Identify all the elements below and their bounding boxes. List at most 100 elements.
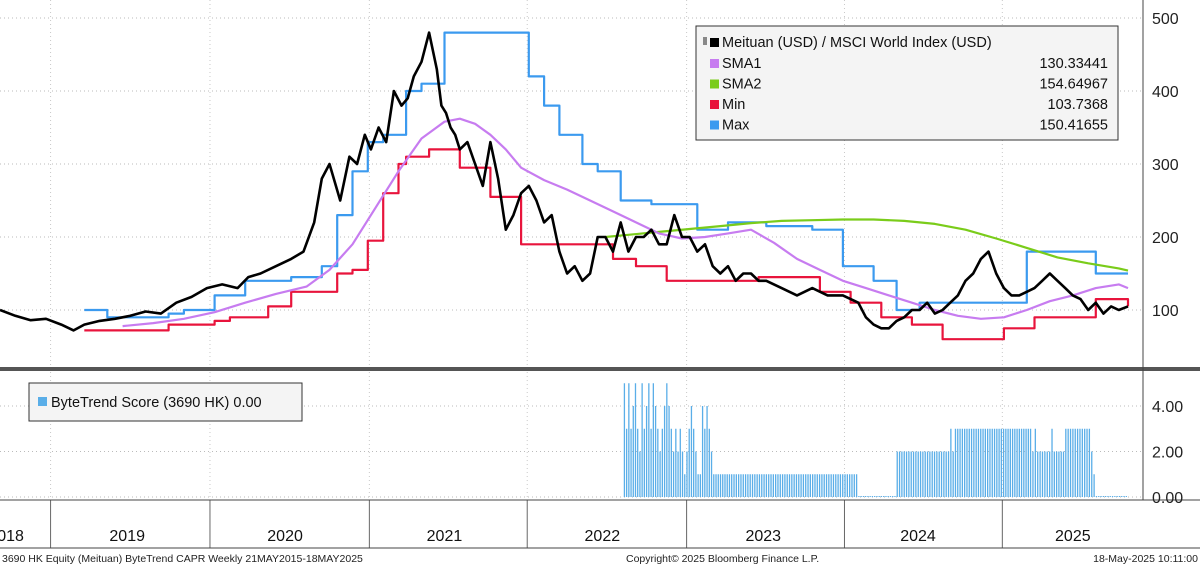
bytetrend-bar xyxy=(957,428,959,497)
bytetrend-bar xyxy=(765,474,768,497)
year-label: 2023 xyxy=(745,528,781,545)
bytetrend-bar xyxy=(661,428,663,497)
bytetrend-bar xyxy=(735,474,737,497)
bytetrend-bar xyxy=(1098,496,1100,497)
bytetrend-bar xyxy=(659,451,661,497)
legend-swatch-sma1 xyxy=(710,59,719,68)
bytetrend-bar xyxy=(744,474,747,497)
bytetrend-bar xyxy=(922,451,924,497)
bytetrend-bar xyxy=(812,474,814,497)
legend-label-sma2: SMA2 xyxy=(722,77,762,93)
year-label: 2022 xyxy=(585,528,621,545)
bytetrend-bar xyxy=(717,474,719,497)
legend-label-max: Max xyxy=(722,118,750,134)
bytetrend-bar xyxy=(874,496,876,497)
bytetrend-bar xyxy=(987,428,989,497)
bytetrend-bar xyxy=(929,451,931,497)
bytetrend-bar xyxy=(791,474,793,497)
bytetrend-bar xyxy=(677,451,679,497)
bytetrend-bar xyxy=(1060,451,1062,497)
bytetrend-bar xyxy=(1027,428,1029,497)
bytetrend-bar xyxy=(1023,428,1025,497)
year-label: 2019 xyxy=(109,528,145,545)
bytetrend-bar xyxy=(832,474,835,497)
bytetrend-bar xyxy=(648,383,650,497)
bytetrend-bar xyxy=(726,474,728,497)
bytetrend-bar xyxy=(968,428,970,497)
bytetrend-bar xyxy=(989,428,991,497)
bytetrend-bar xyxy=(1114,496,1116,497)
legend-drag-handle xyxy=(703,37,707,45)
bytetrend-bar xyxy=(751,474,754,497)
bytetrend-bar xyxy=(828,474,830,497)
bytetrend-bar xyxy=(896,451,898,497)
bytetrend-bar xyxy=(945,451,947,497)
bytetrend-bar xyxy=(679,428,681,497)
bytetrend-bar xyxy=(731,474,733,497)
meituan-price-line xyxy=(0,31,1129,332)
bytetrend-bar xyxy=(943,451,945,497)
bytetrend-bar xyxy=(650,428,652,497)
footer-copyright: Copyright© 2025 Bloomberg Finance L.P. xyxy=(626,553,819,565)
bytetrend-bar xyxy=(630,428,632,497)
bytetrend-bar xyxy=(842,474,844,497)
bytetrend-bar xyxy=(632,406,634,497)
bytetrend-bar xyxy=(654,406,657,497)
bytetrend-bar xyxy=(1074,428,1076,497)
bytetrend-bar xyxy=(763,474,765,497)
bytetrend-bar xyxy=(772,474,774,497)
bytetrend-bar xyxy=(710,451,713,497)
bytetrend-bar xyxy=(1118,496,1121,497)
bytetrend-bar xyxy=(634,383,637,497)
bytetrend-bar xyxy=(837,474,839,497)
bytetrend-bar xyxy=(936,451,938,497)
top-legend-box xyxy=(695,25,1119,141)
year-label: 2020 xyxy=(267,528,303,545)
bytetrend-bar xyxy=(740,474,742,497)
bytetrend-bar xyxy=(984,428,986,497)
bytetrend-bar xyxy=(807,474,809,497)
bytetrend-bar xyxy=(800,474,802,497)
legend-value-max: 150.41655 xyxy=(1039,118,1108,134)
legend-swatch-max xyxy=(710,120,719,130)
bytetrend-bar xyxy=(862,496,865,497)
price-lines xyxy=(0,31,1130,341)
bytetrend-bar xyxy=(788,474,791,497)
bytetrend-bar xyxy=(1062,451,1065,497)
bytetrend-bar xyxy=(1044,451,1046,497)
bytetrend-bar xyxy=(1111,496,1114,497)
bottom-panel-gridlines xyxy=(0,405,1143,498)
year-label: 2025 xyxy=(1055,528,1091,545)
bytetrend-bar xyxy=(1072,428,1074,497)
bytetrend-bar xyxy=(675,428,677,497)
bytetrend-bar xyxy=(1020,428,1023,497)
bytetrend-bar xyxy=(708,428,710,497)
bytetrend-bar xyxy=(1005,428,1007,497)
bytetrend-bar xyxy=(652,383,654,497)
bytetrend-bar xyxy=(816,474,818,497)
bytetrend-bar xyxy=(887,496,889,497)
year-label: 2021 xyxy=(427,528,463,545)
bytetrend-bar xyxy=(663,406,666,497)
min-line xyxy=(84,148,1130,341)
bytetrend-bar xyxy=(747,474,749,497)
bytetrend-bar xyxy=(952,451,954,497)
bytetrend-bar xyxy=(903,451,905,497)
footer-left: 3690 HK Equity (Meituan) ByteTrend CAPR … xyxy=(2,553,363,565)
bytetrend-bar xyxy=(697,474,699,497)
bytetrend-bar xyxy=(982,428,984,497)
bytetrend-bar xyxy=(1016,428,1018,497)
bytetrend-bar xyxy=(959,428,961,497)
top-y-tick-label: 100 xyxy=(1152,303,1179,320)
bytetrend-bar xyxy=(1086,428,1088,497)
bytetrend-bar xyxy=(733,474,735,497)
bytetrend-bar xyxy=(1121,496,1123,497)
bytetrend-bar xyxy=(672,451,675,497)
bytetrend-bar xyxy=(657,428,659,497)
bytetrend-bar xyxy=(1025,428,1027,497)
bytetrend-bar xyxy=(898,451,901,497)
bytetrend-bar xyxy=(1048,451,1051,497)
bytetrend-bar xyxy=(690,406,693,497)
bytetrend-bar xyxy=(889,496,892,497)
